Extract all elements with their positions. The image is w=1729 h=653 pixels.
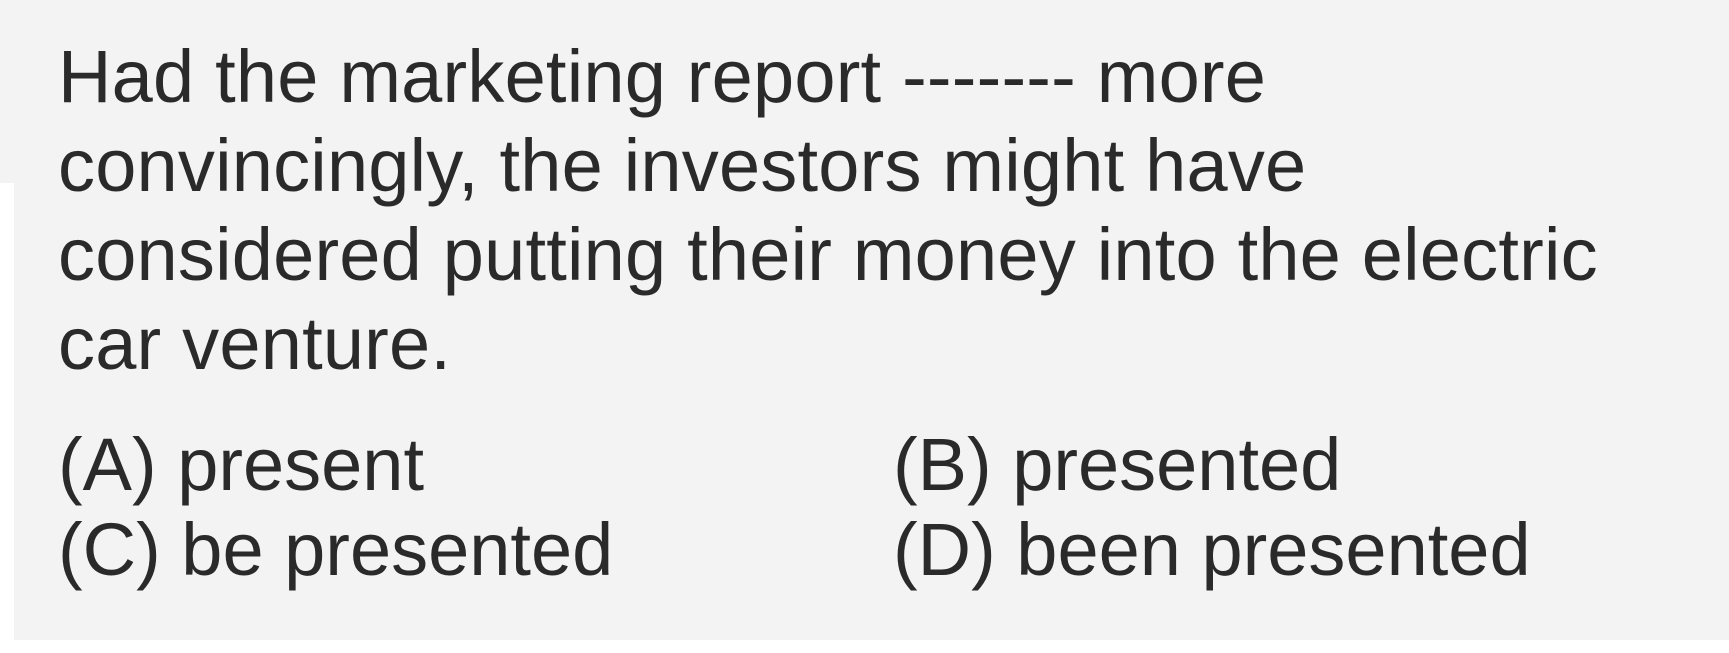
question-line-2: convincingly, the investors might have bbox=[58, 124, 1307, 207]
question-text: Had the marketing report ------- more co… bbox=[58, 32, 1718, 388]
option-a[interactable]: (A) present bbox=[58, 423, 425, 506]
question-line-3: considered putting their money into the … bbox=[58, 213, 1598, 296]
option-b[interactable]: (B) presented bbox=[893, 423, 1342, 506]
scan-background-notch bbox=[0, 0, 18, 183]
question-line-4: car venture. bbox=[58, 302, 452, 385]
question-line-1: Had the marketing report ------- more bbox=[58, 35, 1267, 118]
option-c[interactable]: (C) be presented bbox=[58, 508, 614, 591]
scanned-question-card bbox=[14, 0, 1729, 640]
option-d[interactable]: (D) been presented bbox=[893, 508, 1531, 591]
